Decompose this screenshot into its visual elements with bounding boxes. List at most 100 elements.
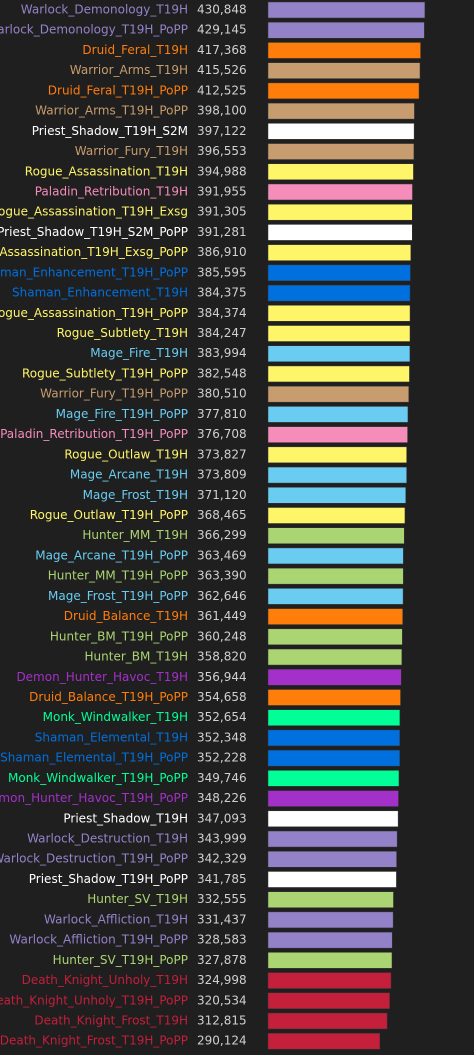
- bar: [267, 487, 407, 504]
- bar: [267, 588, 404, 605]
- bar: [267, 406, 409, 423]
- value-label: 397,122: [197, 124, 247, 138]
- category-label: Demon_Hunter_Havoc_T19H: [16, 670, 188, 684]
- category-label: Rogue_Assassination_T19H_Exsg_PoPP: [0, 245, 188, 259]
- value-label: 384,375: [197, 286, 247, 300]
- bar: [267, 123, 415, 140]
- category-label: Hunter_SV_T19H: [87, 892, 188, 906]
- category-label: Rogue_Outlaw_T19H: [64, 447, 188, 461]
- category-label: Paladin_Retribution_T19H_PoPP: [0, 427, 188, 441]
- bar: [267, 871, 397, 888]
- bar: [267, 547, 404, 565]
- bar: [267, 648, 403, 666]
- value-label: 380,510: [197, 387, 247, 401]
- category-label: Rogue_Subtlety_T19H: [57, 326, 188, 340]
- bar: [267, 1032, 381, 1050]
- value-label: 385,595: [197, 265, 247, 279]
- value-label: 290,124: [197, 1034, 247, 1048]
- value-label: 417,368: [197, 43, 247, 57]
- bar: [267, 365, 410, 383]
- category-label: Warlock_Affliction_T19H: [44, 912, 188, 926]
- category-label: Hunter_MM_T19H_PoPP: [48, 569, 188, 583]
- category-label: Shaman_Elemental_T19H: [35, 730, 188, 744]
- bar: [267, 305, 411, 322]
- category-label: Hunter_BM_T19H: [85, 650, 188, 664]
- value-label: 348,226: [197, 791, 247, 805]
- value-label: 430,848: [197, 3, 247, 17]
- category-label: Priest_Shadow_T19H_S2M_PoPP: [0, 225, 188, 239]
- value-label: 360,248: [197, 629, 247, 643]
- value-label: 349,746: [197, 771, 247, 785]
- value-label: 429,145: [197, 23, 247, 37]
- value-label: 396,553: [197, 144, 247, 158]
- value-label: 391,955: [197, 184, 247, 198]
- category-label: Death_Knight_Unholy_T19H_PoPP: [0, 993, 188, 1007]
- bar: [267, 992, 390, 1010]
- bar: [267, 82, 420, 100]
- value-label: 352,654: [197, 710, 247, 724]
- bar: [267, 385, 410, 403]
- value-label: 356,944: [197, 670, 247, 684]
- bar: [267, 709, 401, 726]
- bar: [267, 426, 408, 443]
- category-label: Paladin_Retribution_T19H: [35, 184, 188, 198]
- value-label: 398,100: [197, 104, 247, 118]
- value-label: 377,810: [197, 407, 247, 421]
- value-label: 362,646: [197, 589, 247, 603]
- category-label: Shaman_Enhancement_T19H: [12, 286, 188, 300]
- bar: [267, 507, 406, 524]
- category-label: Shaman_Elemental_T19H_PoPP: [0, 751, 188, 765]
- category-label: Rogue_Assassination_T19H_PoPP: [0, 306, 188, 320]
- bar: [267, 345, 411, 362]
- bar: [267, 830, 398, 848]
- bar: [267, 689, 401, 706]
- value-label: 363,469: [197, 548, 247, 562]
- value-label: 331,437: [197, 912, 247, 926]
- value-label: 361,449: [197, 609, 247, 623]
- category-label: Mage_Arcane_T19H_PoPP: [35, 548, 188, 562]
- category-label: Death_Knight_Unholy_T19H: [22, 973, 188, 987]
- category-label: Mage_Frost_T19H: [83, 488, 188, 502]
- value-label: 343,999: [197, 832, 247, 846]
- bar: [267, 790, 399, 807]
- category-label: Druid_Balance_T19H: [64, 609, 188, 623]
- bar: [267, 42, 421, 59]
- bar: [267, 527, 405, 544]
- category-label: Rogue_Outlaw_T19H_PoPP: [30, 508, 188, 522]
- value-label: 354,658: [197, 690, 247, 704]
- category-label: Warlock_Destruction_T19H_PoPP: [0, 852, 188, 866]
- category-label: Druid_Balance_T19H_PoPP: [29, 690, 188, 704]
- category-label: Warrior_Arms_T19H: [70, 63, 188, 77]
- value-label: 368,465: [197, 508, 247, 522]
- value-label: 328,583: [197, 933, 247, 947]
- value-label: 415,526: [197, 63, 247, 77]
- value-label: 366,299: [197, 528, 247, 542]
- category-label: Druid_Feral_T19H_PoPP: [48, 83, 188, 97]
- value-label: 384,247: [197, 326, 247, 340]
- bar: [267, 224, 413, 241]
- bar: [267, 567, 404, 585]
- category-label: Priest_Shadow_T19H_PoPP: [29, 872, 188, 886]
- bar: [267, 163, 414, 181]
- category-label: Death_Knight_Frost_T19H: [34, 1014, 188, 1028]
- bar: [267, 972, 392, 989]
- category-label: Hunter_SV_T19H_PoPP: [53, 953, 188, 967]
- category-label: Mage_Frost_T19H_PoPP: [48, 589, 188, 603]
- value-label: 371,120: [197, 488, 247, 502]
- bar: [267, 1012, 388, 1030]
- value-label: 341,785: [197, 872, 247, 886]
- value-label: 391,305: [197, 205, 247, 219]
- value-label: 373,809: [197, 468, 247, 482]
- category-label: Monk_Windwalker_T19H_PoPP: [8, 771, 188, 785]
- value-label: 382,548: [197, 366, 247, 380]
- value-label: 384,374: [197, 306, 247, 320]
- bar: [267, 749, 401, 767]
- value-label: 342,329: [197, 852, 247, 866]
- value-label: 352,348: [197, 730, 247, 744]
- category-label: Warrior_Fury_T19H_PoPP: [40, 387, 188, 401]
- category-label: Hunter_BM_T19H_PoPP: [50, 629, 188, 643]
- value-label: 391,281: [197, 225, 247, 239]
- category-label: Rogue_Subtlety_T19H_PoPP: [22, 366, 188, 380]
- bar: [267, 810, 399, 828]
- bar: [267, 850, 397, 868]
